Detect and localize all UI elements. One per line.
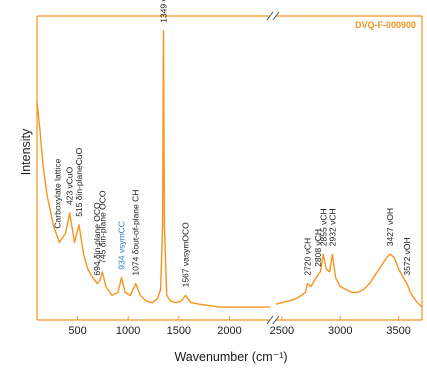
peak-label: 2855 νCH xyxy=(318,208,328,246)
chart-title: DVQ-F-000900 xyxy=(355,20,416,30)
peak-label: 1349 νsymCO xyxy=(159,0,169,23)
peak-label: 2808 νCH xyxy=(313,229,323,267)
axis-break-mark xyxy=(266,315,274,325)
axis-break-mark xyxy=(272,11,280,21)
x-tick-label: 2000 xyxy=(217,325,241,337)
peak-label: 515 δin-planeCuO xyxy=(74,147,84,216)
spectrum-line-segment-2 xyxy=(275,253,423,308)
x-axis-ticks: 500 1000 1500 2000 2500 3000 3500 xyxy=(68,316,411,337)
x-tick-label: 2500 xyxy=(270,325,294,337)
x-tick-label: 1000 xyxy=(116,325,140,337)
peak-label: Carboxylate lattice xyxy=(52,158,62,228)
peak-label: 1074 δout-of-plane CH xyxy=(131,190,141,276)
peak-annotations: Carboxylate lattice 423 νCuO 515 δin-plane… xyxy=(52,0,412,287)
axis-break-mark xyxy=(266,11,274,21)
x-tick-label: 3500 xyxy=(386,325,410,337)
spectrum-curves xyxy=(36,30,423,308)
x-axis-label: Wavenumber (cm⁻¹) xyxy=(174,350,287,364)
peak-label: 423 νCuO xyxy=(65,166,75,205)
peak-label: 934 νsymCC xyxy=(117,221,127,270)
spectrum-line-segment-1 xyxy=(36,30,270,308)
peak-label: 694 δin-plane OCO xyxy=(92,202,102,276)
y-axis-label: Intensity xyxy=(19,128,33,175)
x-tick-label: 3000 xyxy=(328,325,352,337)
peak-label: 2720 νCH xyxy=(303,238,313,276)
axis-break-mark xyxy=(272,315,280,325)
peak-label: 2932 νCH xyxy=(327,208,337,246)
peak-label: 1567 νasymOCO xyxy=(181,222,191,288)
peak-label: 3427 νOH xyxy=(385,208,395,246)
plot-frame xyxy=(36,11,423,325)
x-tick-label: 500 xyxy=(68,325,86,337)
peak-label: 3572 νOH xyxy=(402,237,412,275)
x-tick-label: 1500 xyxy=(167,325,191,337)
peak-label: 745 δin-plane OCO xyxy=(97,190,107,264)
